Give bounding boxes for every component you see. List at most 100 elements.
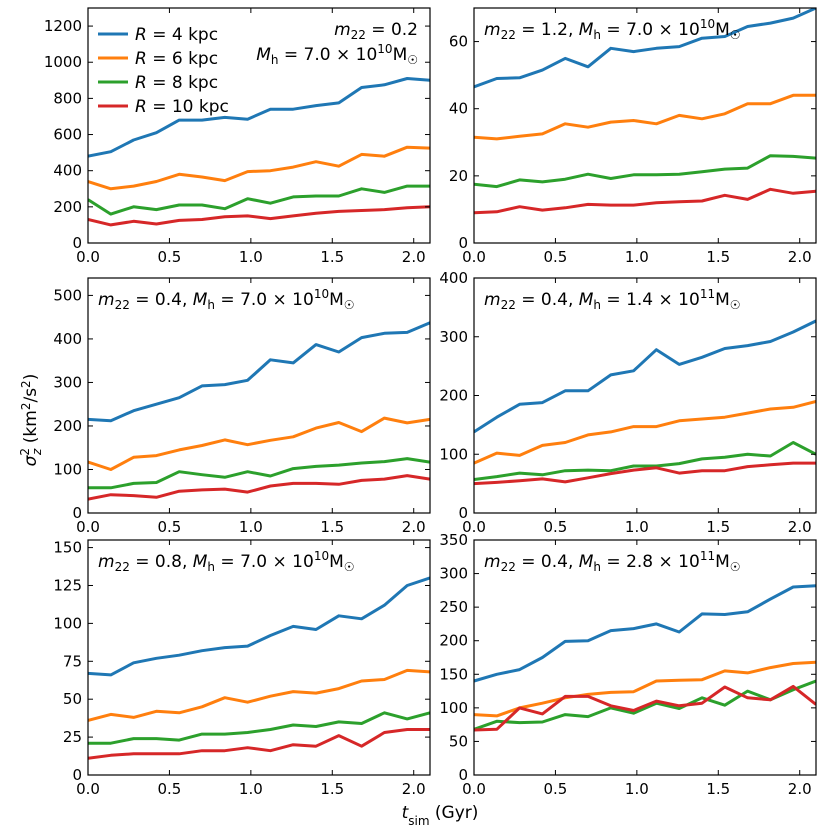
series-line-r4kpc bbox=[88, 321, 430, 423]
series-line-r10kpc bbox=[474, 684, 816, 732]
y-tick-label: 200 bbox=[53, 198, 82, 216]
series-line-r6kpc bbox=[474, 399, 816, 465]
series-line-r8kpc bbox=[474, 441, 816, 481]
y-tick-label: 300 bbox=[439, 328, 468, 346]
panel-title: m22 = 1.2, Mh = 7.0 × 1010M☉ bbox=[484, 17, 741, 42]
legend-label: R = 8 kpc bbox=[135, 73, 218, 93]
x-tick-label: 0.5 bbox=[543, 780, 567, 798]
x-tick-label: 0.5 bbox=[157, 248, 181, 266]
y-tick-label: 50 bbox=[449, 732, 468, 750]
x-tick-label: 1.5 bbox=[320, 248, 344, 266]
y-tick-label: 0 bbox=[72, 504, 82, 522]
y-tick-label: 60 bbox=[449, 33, 468, 51]
y-tick-label: 125 bbox=[53, 576, 82, 594]
x-tick-label: 0.0 bbox=[462, 780, 486, 798]
y-tick-label: 20 bbox=[449, 167, 468, 185]
y-tick-label: 150 bbox=[439, 665, 468, 683]
series-line-r10kpc bbox=[88, 474, 430, 501]
x-tick-label: 0.5 bbox=[157, 780, 181, 798]
series-line-r10kpc bbox=[88, 205, 430, 227]
panel-title: m22 = 0.8, Mh = 7.0 × 1010M☉ bbox=[98, 549, 355, 574]
y-tick-label: 400 bbox=[53, 162, 82, 180]
panel-title-line1: m22 = 0.2 bbox=[334, 20, 418, 42]
plot-frame bbox=[87, 539, 431, 776]
y-tick-label: 0 bbox=[458, 234, 468, 252]
x-tick-label: 0.5 bbox=[543, 248, 567, 266]
x-tick-label: 2.0 bbox=[402, 248, 426, 266]
series-line-r4kpc bbox=[88, 576, 430, 677]
y-tick-label: 40 bbox=[449, 100, 468, 118]
series-line-r8kpc bbox=[474, 154, 816, 189]
plot-frame bbox=[87, 7, 431, 244]
x-tick-label: 2.0 bbox=[402, 518, 426, 536]
x-tick-label: 0.5 bbox=[157, 518, 181, 536]
series-line-r8kpc bbox=[88, 711, 430, 745]
y-tick-label: 150 bbox=[53, 539, 82, 557]
legend-label: R = 6 kpc bbox=[135, 49, 218, 69]
y-tick-label: 75 bbox=[63, 652, 82, 670]
y-tick-label: 400 bbox=[439, 269, 468, 287]
series-line-r4kpc bbox=[88, 77, 430, 158]
y-tick-label: 250 bbox=[439, 598, 468, 616]
x-tick-label: 0.0 bbox=[462, 518, 486, 536]
legend-label: R = 4 kpc bbox=[135, 25, 218, 45]
series-line-r8kpc bbox=[88, 457, 430, 490]
panel-1: 0.0 0.5 1.0 1.5 2.0 0 200 400 600 800 1000 1200 m22 … bbox=[44, 7, 431, 266]
y-tick-label: 1000 bbox=[44, 53, 82, 71]
series-line-r6kpc bbox=[88, 416, 430, 471]
panel-title-line2: Mh = 7.0 × 1010M☉ bbox=[256, 42, 418, 67]
x-tick-label: 0.0 bbox=[76, 518, 100, 536]
y-tick-label: 300 bbox=[439, 565, 468, 583]
x-tick-label: 2.0 bbox=[788, 780, 812, 798]
x-tick-label: 1.0 bbox=[239, 780, 263, 798]
panel-6: 0.0 0.5 1.0 1.5 2.0 0 50 100 150 200 250 300 350 m22 … bbox=[439, 531, 817, 798]
y-tick-label: 100 bbox=[439, 445, 468, 463]
series-line-r6kpc bbox=[474, 93, 816, 141]
series-line-r10kpc bbox=[88, 728, 430, 760]
series-line-r8kpc bbox=[474, 679, 816, 731]
y-tick-label: 200 bbox=[439, 632, 468, 650]
y-tick-label: 500 bbox=[53, 286, 82, 304]
panel-4: 0.0 0.5 1.0 1.5 2.0 0 100 200 300 400 m22 = 0.4, M… bbox=[439, 269, 817, 536]
x-tick-label: 1.0 bbox=[239, 248, 263, 266]
y-tick-label: 400 bbox=[53, 330, 82, 348]
series-line-r4kpc bbox=[474, 584, 816, 683]
x-tick-label: 1.5 bbox=[320, 780, 344, 798]
series-line-r10kpc bbox=[474, 461, 816, 486]
x-tick-label: 2.0 bbox=[788, 248, 812, 266]
y-tick-label: 0 bbox=[458, 766, 468, 784]
plot-frame bbox=[87, 277, 431, 514]
legend: R = 4 kpc R = 6 kpc R = 8 kpc R = 10 kpc bbox=[98, 25, 229, 117]
y-tick-label: 0 bbox=[458, 504, 468, 522]
panel-title: m22 = 0.4, Mh = 2.8 × 1011M☉ bbox=[484, 549, 741, 574]
x-tick-label: 0.5 bbox=[543, 518, 567, 536]
y-tick-label: 50 bbox=[63, 690, 82, 708]
figure-y-axis-label: σ2z (km2/s2) bbox=[18, 374, 44, 467]
plot-frame bbox=[473, 7, 817, 244]
x-tick-label: 1.0 bbox=[625, 518, 649, 536]
y-tick-label: 0 bbox=[72, 234, 82, 252]
x-tick-label: 2.0 bbox=[788, 518, 812, 536]
y-tick-label: 100 bbox=[53, 614, 82, 632]
y-tick-label: 200 bbox=[439, 387, 468, 405]
x-tick-label: 2.0 bbox=[402, 780, 426, 798]
panel-5: 0.0 0.5 1.0 1.5 2.0 0 25 50 75 100 125 150 m22 = 0.8… bbox=[53, 539, 431, 798]
x-tick-label: 1.5 bbox=[706, 780, 730, 798]
y-tick-label: 100 bbox=[53, 460, 82, 478]
series-line-r6kpc bbox=[88, 145, 430, 191]
plot-frame bbox=[473, 277, 817, 514]
panel-title: m22 = 0.4, Mh = 1.4 × 1011M☉ bbox=[484, 287, 741, 312]
series-line-r4kpc bbox=[474, 8, 816, 89]
y-tick-label: 600 bbox=[53, 126, 82, 144]
x-tick-label: 1.5 bbox=[706, 518, 730, 536]
x-tick-label: 1.5 bbox=[320, 518, 344, 536]
x-tick-label: 1.0 bbox=[239, 518, 263, 536]
x-tick-label: 1.5 bbox=[706, 248, 730, 266]
x-tick-label: 1.0 bbox=[625, 780, 649, 798]
y-tick-label: 300 bbox=[53, 373, 82, 391]
x-tick-label: 1.0 bbox=[625, 248, 649, 266]
panel-2: 0.0 0.5 1.0 1.5 2.0 0 20 40 60 m22 = 1.2, Mh = 7.… bbox=[449, 7, 817, 266]
series-line-r6kpc bbox=[474, 660, 816, 718]
x-tick-label: 0.0 bbox=[76, 248, 100, 266]
panel-title: m22 = 0.4, Mh = 7.0 × 1010M☉ bbox=[98, 287, 355, 312]
